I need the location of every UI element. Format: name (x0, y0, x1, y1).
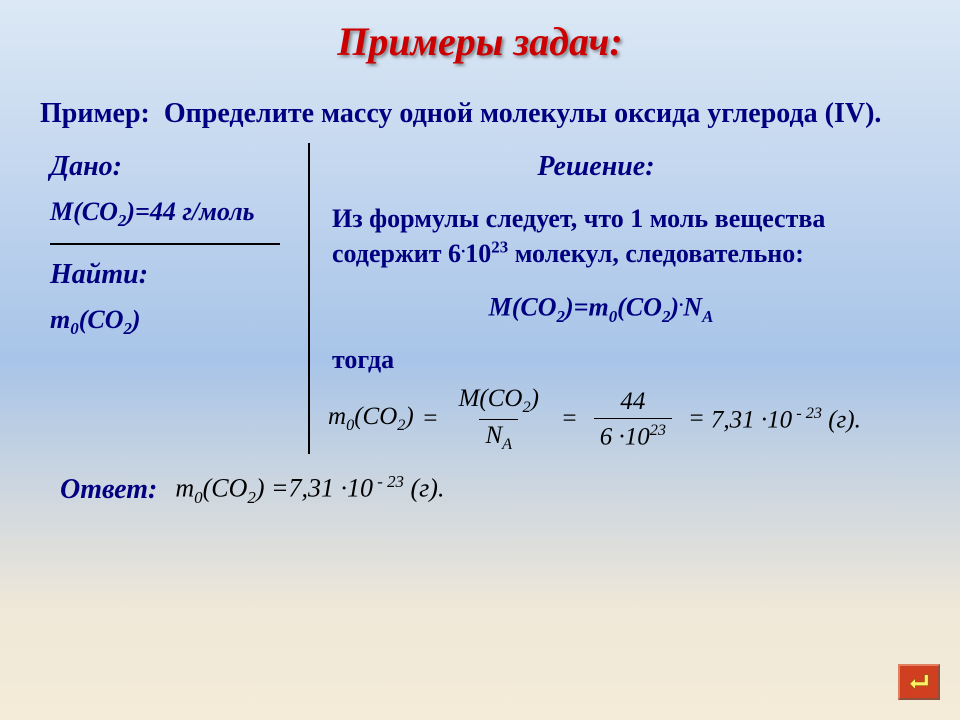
page-title: Примеры задач: (0, 0, 960, 65)
frac1-num: M(CO2) (453, 385, 545, 419)
fraction-numeric: 44 6 ·1023 (594, 388, 672, 451)
given-label: Дано: (50, 151, 290, 183)
given-column: Дано: M(CO2)=44 г/моль Найти: m0(CO2) (50, 143, 310, 454)
find-expression: m0(CO2) (50, 305, 290, 339)
calc-lhs: m0(CO2) (328, 403, 414, 435)
problem-prefix: Пример: (40, 98, 150, 129)
equals-1: = (422, 405, 439, 433)
answer-label: Ответ: (60, 474, 157, 506)
calc-result: 7,31 ·10 - 23 (г). (711, 404, 861, 434)
problem-statement: Пример: Определите массу одной молекулы … (40, 95, 920, 133)
frac1-den: NA (479, 419, 518, 454)
equals-3: = (688, 405, 705, 433)
frac2-den: 6 ·1023 (594, 418, 672, 451)
solution-text: Из формулы следует, что 1 моль вещества … (332, 201, 920, 271)
solution-column: Решение: Из формулы следует, что 1 моль … (310, 143, 920, 454)
problem-text: Определите массу одной молекулы оксида у… (164, 98, 882, 129)
then-label: тогда (332, 345, 920, 375)
content-layout: Дано: M(CO2)=44 г/моль Найти: m0(CO2) Ре… (50, 143, 920, 454)
calculation-row: m0(CO2) = M(CO2) NA = 44 6 ·1023 = 7,31 … (328, 385, 920, 454)
answer-row: Ответ: m0(CO2) =7,31 ·10 - 23 (г). (60, 472, 960, 508)
fraction-symbolic: M(CO2) NA (453, 385, 545, 454)
given-divider (50, 243, 280, 245)
equals-2: = (561, 405, 578, 433)
solution-label: Решение: (332, 151, 920, 183)
find-label: Найти: (50, 259, 290, 291)
answer-formula: m0(CO2) =7,31 ·10 - 23 (г). (175, 472, 444, 508)
given-molar-mass: M(CO2)=44 г/моль (50, 197, 290, 231)
return-arrow-icon (908, 671, 930, 693)
frac2-num: 44 (614, 388, 651, 418)
relation-formula: M(CO2)=m0(CO2).NA (332, 291, 920, 327)
nav-return-button[interactable] (898, 664, 940, 700)
